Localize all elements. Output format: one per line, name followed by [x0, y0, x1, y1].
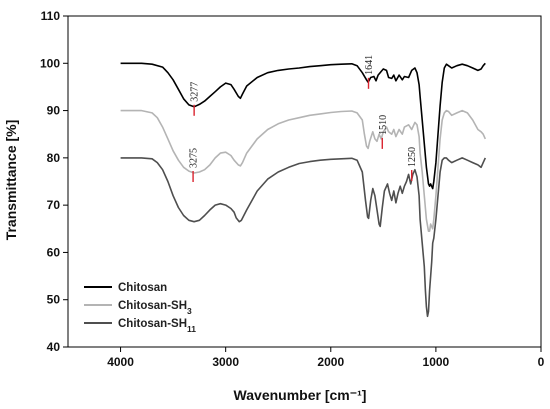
annotation-label: 1641 — [364, 55, 375, 75]
x-tick-label: 4000 — [107, 355, 134, 369]
y-tick-label: 50 — [47, 293, 61, 307]
y-axis-title: Transmittance [%] — [3, 120, 19, 241]
x-tick-label: 1000 — [423, 355, 450, 369]
x-tick-label: 2000 — [317, 355, 344, 369]
annotation-label: 1510 — [378, 115, 389, 135]
legend-label-base: Chitosan — [118, 282, 167, 294]
annotation-layer: 3277 1641 3275 1510 1250 — [189, 55, 418, 182]
series-line-chitosan — [120, 62, 486, 190]
legend-label: Chitosan-SH11 — [118, 318, 196, 334]
y-tick-label: 110 — [41, 9, 61, 23]
y-tick-label: 100 — [40, 56, 60, 70]
y-tick-label: 60 — [47, 245, 61, 259]
y-tick-label: 70 — [47, 198, 61, 212]
x-axis-title: Wavenumber [cm⁻¹] — [234, 387, 367, 403]
series-line-chitosan-sh11 — [120, 157, 487, 318]
legend-label-subscript: 11 — [187, 324, 196, 334]
y-tick-label: 40 — [47, 340, 61, 354]
annotation-label: 3277 — [190, 82, 201, 102]
series-line-chitosan-sh3 — [120, 109, 487, 232]
x-tick-label: 3000 — [212, 355, 239, 369]
plot-border — [67, 15, 542, 348]
legend-label-base: Chitosan-SH — [118, 318, 187, 330]
y-tick-label: 90 — [47, 104, 61, 118]
legend-label-base: Chitosan-SH — [118, 300, 187, 312]
annotation-label: 3275 — [189, 148, 200, 168]
legend-label: Chitosan-SH3 — [118, 300, 192, 316]
annotation-label: 1250 — [407, 147, 418, 167]
axes-layer: 4000 3000 2000 1000 0 40 50 60 70 80 90 100 110 — [40, 9, 545, 369]
x-tick-label: 0 — [538, 355, 545, 369]
legend-label: Chitosan — [118, 282, 167, 294]
legend-label-subscript: 3 — [187, 306, 192, 316]
series-layer — [120, 62, 487, 318]
y-tick-label: 80 — [47, 151, 61, 165]
plot-frame — [67, 15, 542, 348]
